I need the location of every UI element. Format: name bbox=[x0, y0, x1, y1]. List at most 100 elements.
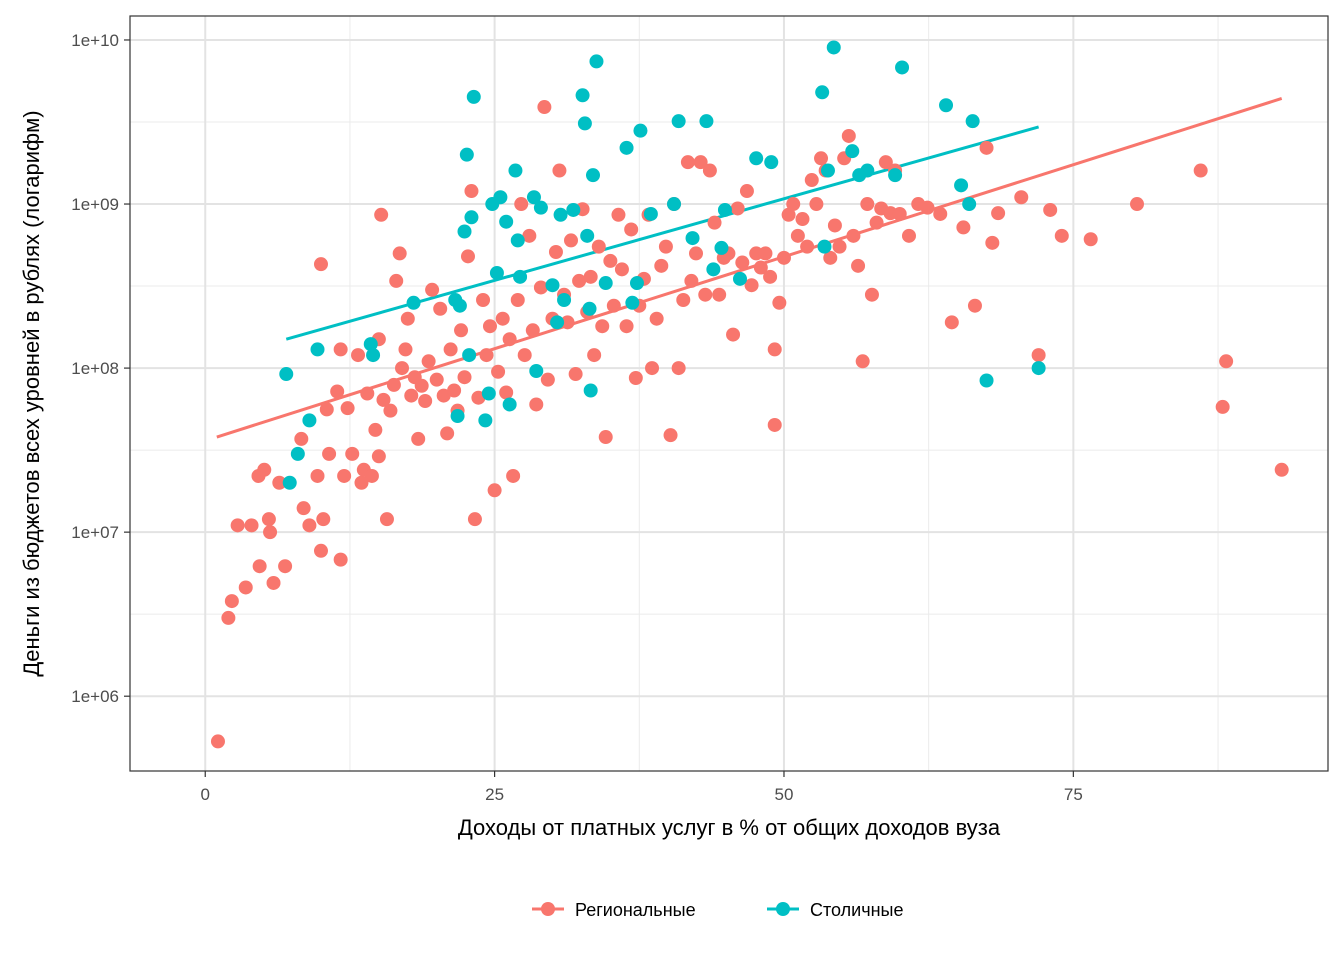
data-point bbox=[221, 610, 236, 625]
data-point bbox=[383, 403, 398, 418]
data-point bbox=[845, 144, 860, 159]
data-point bbox=[800, 239, 815, 254]
data-point bbox=[589, 54, 604, 69]
data-point bbox=[421, 354, 436, 369]
data-point bbox=[440, 426, 455, 441]
data-point bbox=[577, 116, 592, 131]
data-point bbox=[537, 100, 552, 115]
data-point bbox=[366, 348, 381, 363]
data-point bbox=[979, 373, 994, 388]
data-point bbox=[230, 518, 245, 533]
data-point bbox=[266, 575, 281, 590]
data-point bbox=[487, 483, 502, 498]
data-point bbox=[606, 298, 621, 313]
data-point bbox=[1215, 399, 1230, 414]
data-point bbox=[506, 468, 521, 483]
data-point bbox=[400, 311, 415, 326]
data-point bbox=[888, 168, 903, 183]
data-point bbox=[502, 332, 517, 347]
data-point bbox=[572, 273, 587, 288]
data-point bbox=[478, 413, 493, 428]
data-point bbox=[846, 228, 861, 243]
data-point bbox=[869, 215, 884, 230]
data-point bbox=[767, 342, 782, 357]
data-point bbox=[684, 273, 699, 288]
data-point bbox=[386, 377, 401, 392]
data-point bbox=[411, 431, 426, 446]
y-tick-label: 1e+08 bbox=[71, 359, 119, 378]
data-point bbox=[591, 239, 606, 254]
data-point bbox=[545, 278, 560, 293]
data-point bbox=[454, 323, 469, 338]
data-point bbox=[464, 210, 479, 225]
data-point bbox=[337, 468, 352, 483]
data-point bbox=[575, 88, 590, 103]
data-point bbox=[625, 295, 640, 310]
data-point bbox=[333, 342, 348, 357]
data-point bbox=[663, 428, 678, 443]
data-point bbox=[815, 85, 830, 100]
data-point bbox=[560, 315, 575, 330]
data-point bbox=[371, 449, 386, 464]
data-point bbox=[878, 155, 893, 170]
x-axis-title: Доходы от платных услуг в % от общих дох… bbox=[458, 815, 1001, 840]
data-point bbox=[508, 163, 523, 178]
data-point bbox=[364, 468, 379, 483]
data-point bbox=[633, 123, 648, 138]
data-point bbox=[698, 287, 713, 302]
data-point bbox=[726, 327, 741, 342]
data-point bbox=[598, 276, 613, 291]
data-point bbox=[764, 155, 779, 170]
data-point bbox=[583, 383, 598, 398]
data-point bbox=[450, 409, 465, 424]
data-point bbox=[753, 260, 768, 275]
data-point bbox=[481, 386, 496, 401]
data-point bbox=[278, 559, 293, 574]
data-point bbox=[460, 249, 475, 264]
data-point bbox=[965, 114, 980, 129]
data-point bbox=[795, 212, 810, 227]
data-point bbox=[360, 386, 375, 401]
data-point bbox=[809, 197, 824, 212]
data-point bbox=[389, 273, 404, 288]
legend-key-point bbox=[776, 902, 790, 916]
data-point bbox=[302, 413, 317, 428]
x-tick-label: 25 bbox=[485, 785, 504, 804]
y-tick-label: 1e+06 bbox=[71, 687, 119, 706]
data-point bbox=[296, 501, 311, 516]
data-point bbox=[224, 594, 239, 609]
data-point bbox=[585, 168, 600, 183]
data-point bbox=[425, 282, 440, 297]
data-point bbox=[1054, 228, 1069, 243]
data-point bbox=[714, 240, 729, 255]
data-point bbox=[860, 197, 875, 212]
data-point bbox=[499, 214, 514, 229]
data-point bbox=[510, 293, 525, 308]
data-point bbox=[452, 298, 467, 313]
data-point bbox=[583, 269, 598, 284]
data-point bbox=[985, 235, 1000, 250]
x-tick-label: 0 bbox=[201, 785, 210, 804]
data-point bbox=[466, 89, 481, 104]
data-point bbox=[689, 246, 704, 261]
data-point bbox=[667, 197, 682, 212]
data-point bbox=[433, 301, 448, 316]
data-point bbox=[261, 512, 276, 527]
data-point bbox=[954, 178, 969, 193]
data-point bbox=[502, 397, 517, 412]
legend-key-point bbox=[541, 902, 555, 916]
data-point bbox=[548, 245, 563, 260]
data-point bbox=[580, 228, 595, 243]
x-tick-label: 50 bbox=[775, 785, 794, 804]
data-point bbox=[732, 271, 747, 286]
data-point bbox=[491, 364, 506, 379]
data-point bbox=[319, 402, 334, 417]
data-point bbox=[495, 311, 510, 326]
data-point bbox=[654, 258, 669, 273]
data-point bbox=[398, 342, 413, 357]
data-point bbox=[313, 257, 328, 272]
data-point bbox=[529, 397, 544, 412]
data-point bbox=[763, 269, 778, 284]
